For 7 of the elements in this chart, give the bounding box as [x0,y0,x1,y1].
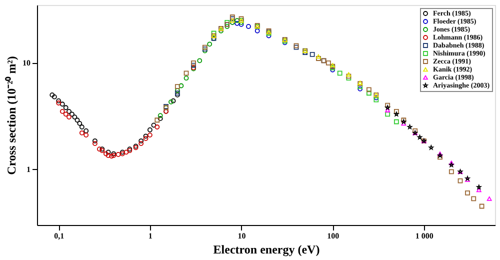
x-tick-label: 1 [148,232,152,240]
y-axis-title: Cross section (10⁻²⁰ m²) [4,56,18,175]
x-tick-label: 1 000 [415,232,434,240]
x-tick-label: 10 [238,232,246,240]
x-tick-label: 100 [327,232,340,240]
x-axis-title: Electron energy (eV) [213,242,320,256]
x-tick-label: 0,1 [54,232,64,240]
